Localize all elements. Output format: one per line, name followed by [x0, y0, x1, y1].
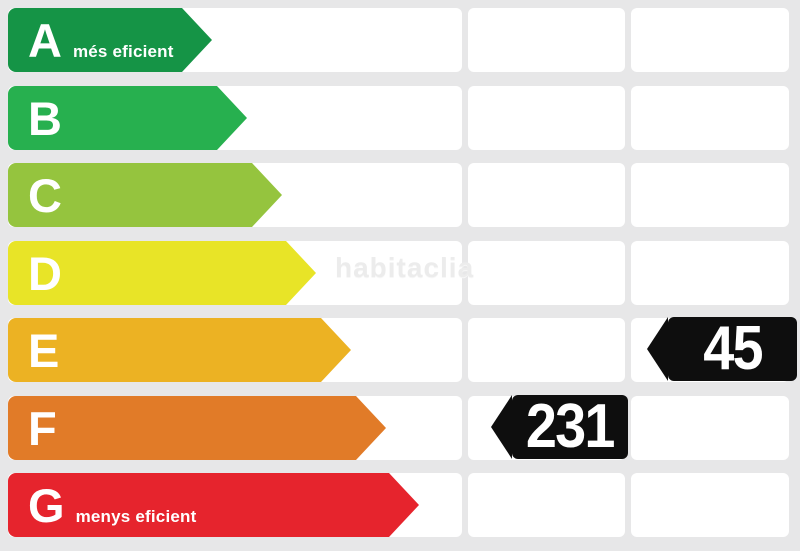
rating-bar-tip-icon	[356, 396, 386, 460]
rating-bar-label: D	[8, 250, 62, 297]
rating-cell-left: G menys eficient	[8, 473, 462, 537]
rating-bar-label: F	[8, 405, 57, 452]
rating-row: F	[8, 396, 792, 460]
rating-bar-tip-icon	[217, 86, 247, 150]
rating-bar-label: A més eficient	[8, 17, 174, 64]
rating-bar: G menys eficient	[8, 473, 419, 537]
rating-bar-label: B	[8, 95, 62, 142]
rating-letter: G	[28, 478, 65, 532]
rating-letter: D	[28, 246, 62, 300]
rating-cell-left: B	[8, 86, 462, 150]
rating-bar: D	[8, 241, 316, 305]
rating-cell-middle	[468, 86, 625, 150]
rating-cell-middle	[468, 318, 625, 382]
rating-cell-left: E	[8, 318, 462, 382]
rating-letter: C	[28, 168, 62, 222]
rating-bar-label: G menys eficient	[8, 482, 196, 529]
rating-row: A més eficient	[8, 8, 792, 72]
value-label: 231	[526, 392, 616, 461]
value-label: 45	[703, 314, 763, 383]
rating-sublabel: menys eficient	[75, 506, 197, 526]
rating-bar-tip-icon	[182, 8, 212, 72]
rating-cell-right	[631, 241, 789, 305]
rating-cell-left: A més eficient	[8, 8, 462, 72]
value-arrow-e: 45	[647, 314, 797, 383]
rating-bar: C	[8, 163, 282, 227]
value-arrow-f: 231	[491, 392, 628, 461]
rating-cell-right	[631, 8, 789, 72]
rating-bar-label: E	[8, 327, 59, 374]
rating-row: D	[8, 241, 792, 305]
rating-cell-middle	[468, 8, 625, 72]
rating-letter: B	[28, 91, 62, 145]
rating-cell-right	[631, 86, 789, 150]
rating-cell-right	[631, 473, 789, 537]
rating-cell-left: D	[8, 241, 462, 305]
rating-bar-tip-icon	[252, 163, 282, 227]
rating-sublabel: més eficient	[72, 41, 174, 61]
rating-bar: A més eficient	[8, 8, 212, 72]
rating-cell-middle	[468, 241, 625, 305]
rating-cell-middle	[468, 163, 625, 227]
rating-row: B	[8, 86, 792, 150]
rating-cell-left: C	[8, 163, 462, 227]
rating-cell-middle	[468, 473, 625, 537]
rating-bar-tip-icon	[286, 241, 316, 305]
rating-letter: E	[28, 323, 60, 377]
rating-bar-tip-icon	[389, 473, 419, 537]
rating-bar-label: C	[8, 172, 62, 219]
rating-cell-right	[631, 163, 789, 227]
rating-bar: E	[8, 318, 351, 382]
rating-row: C	[8, 163, 792, 227]
rating-cell-left: F	[8, 396, 462, 460]
rating-cell-right	[631, 396, 789, 460]
rating-bar: B	[8, 86, 247, 150]
rating-letter: F	[28, 401, 57, 455]
rating-letter: A	[28, 13, 62, 67]
rating-bar-tip-icon	[321, 318, 351, 382]
rating-row: G menys eficient	[8, 473, 792, 537]
rating-bar: F	[8, 396, 386, 460]
